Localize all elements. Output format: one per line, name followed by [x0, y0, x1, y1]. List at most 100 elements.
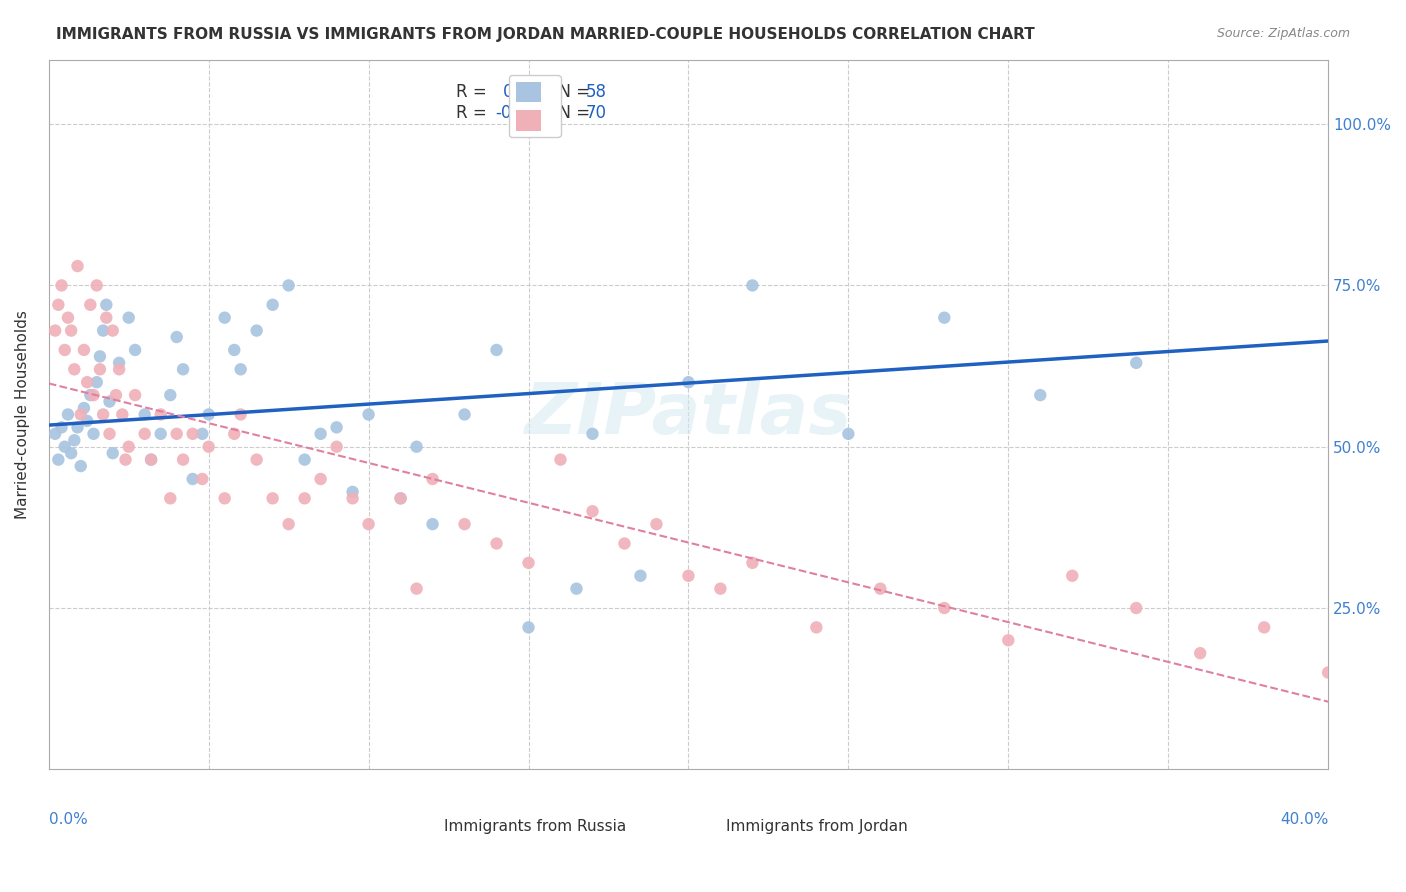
Point — [934, 310, 956, 325]
Point — [166, 426, 188, 441]
Point — [63, 434, 86, 448]
Point — [550, 452, 572, 467]
Point — [246, 452, 269, 467]
Point — [277, 517, 299, 532]
FancyBboxPatch shape — [720, 812, 752, 830]
Point — [837, 426, 859, 441]
Point — [997, 633, 1019, 648]
Point — [678, 375, 700, 389]
Point — [741, 556, 763, 570]
Point — [111, 408, 134, 422]
Point — [357, 517, 380, 532]
Point — [1125, 356, 1147, 370]
Point — [86, 278, 108, 293]
Point — [159, 491, 181, 506]
Point — [124, 343, 146, 357]
Point — [645, 517, 668, 532]
Point — [139, 452, 162, 467]
Point — [101, 324, 124, 338]
Point — [46, 298, 69, 312]
Point — [1062, 568, 1084, 582]
Point — [79, 388, 101, 402]
Point — [73, 343, 96, 357]
Point — [453, 517, 475, 532]
Point — [96, 298, 118, 312]
Point — [134, 408, 156, 422]
Point — [214, 491, 236, 506]
Point — [91, 408, 114, 422]
Point — [246, 324, 269, 338]
Text: 0.0%: 0.0% — [49, 812, 87, 827]
Point — [1189, 646, 1212, 660]
Point — [69, 408, 91, 422]
Text: ZIPatlas: ZIPatlas — [524, 380, 852, 449]
Point — [309, 472, 332, 486]
Point — [1381, 685, 1403, 699]
Point — [86, 375, 108, 389]
Point — [149, 408, 172, 422]
Point — [422, 517, 444, 532]
Point — [277, 278, 299, 293]
Point — [342, 491, 364, 506]
Text: 58: 58 — [586, 83, 607, 101]
Point — [517, 620, 540, 634]
Point — [66, 259, 89, 273]
Point — [60, 324, 83, 338]
Text: R =: R = — [456, 103, 492, 122]
Point — [89, 362, 111, 376]
Point — [66, 420, 89, 434]
Point — [197, 408, 219, 422]
Text: Immigrants from Russia: Immigrants from Russia — [444, 819, 626, 834]
Point — [1125, 601, 1147, 615]
Point — [53, 343, 76, 357]
Point — [581, 426, 603, 441]
Point — [181, 472, 204, 486]
Point — [172, 452, 194, 467]
Point — [294, 491, 316, 506]
Point — [118, 440, 141, 454]
Point — [63, 362, 86, 376]
Point — [69, 459, 91, 474]
Point — [741, 278, 763, 293]
Point — [806, 620, 828, 634]
Point — [191, 426, 214, 441]
Point — [56, 408, 79, 422]
Point — [114, 452, 136, 467]
Point — [56, 310, 79, 325]
Point — [453, 408, 475, 422]
Point — [166, 330, 188, 344]
Point — [678, 568, 700, 582]
Point — [1029, 388, 1052, 402]
Text: N =: N = — [548, 103, 595, 122]
Point — [389, 491, 412, 506]
Point — [262, 298, 284, 312]
Point — [159, 388, 181, 402]
Point — [83, 426, 105, 441]
Point — [1317, 665, 1340, 680]
Point — [869, 582, 891, 596]
Point — [357, 408, 380, 422]
Point — [96, 310, 118, 325]
Point — [309, 426, 332, 441]
Y-axis label: Married-couple Households: Married-couple Households — [15, 310, 30, 519]
Point — [172, 362, 194, 376]
Text: -0.220: -0.220 — [495, 103, 548, 122]
Text: N =: N = — [548, 83, 595, 101]
Text: 0.187: 0.187 — [503, 83, 550, 101]
Point — [101, 446, 124, 460]
Point — [79, 298, 101, 312]
Point — [325, 420, 347, 434]
Point — [191, 472, 214, 486]
Point — [229, 362, 252, 376]
Point — [181, 426, 204, 441]
Point — [98, 394, 121, 409]
Text: Immigrants from Jordan: Immigrants from Jordan — [725, 819, 907, 834]
Point — [149, 426, 172, 441]
Point — [124, 388, 146, 402]
Point — [405, 582, 427, 596]
Point — [44, 426, 66, 441]
Point — [565, 582, 588, 596]
Point — [214, 310, 236, 325]
Point — [108, 356, 131, 370]
Point — [325, 440, 347, 454]
